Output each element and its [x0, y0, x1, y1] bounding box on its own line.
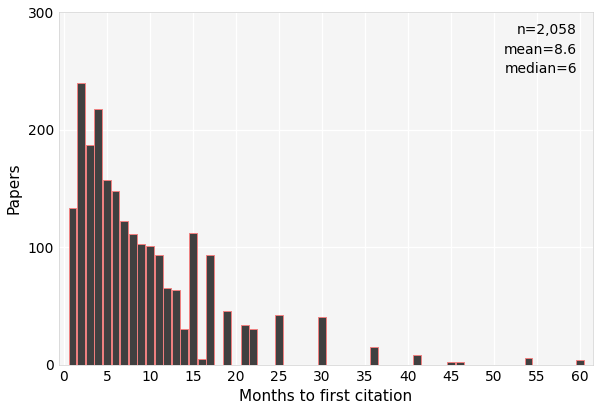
Bar [146, 246, 154, 365]
Bar [275, 315, 283, 365]
Bar [318, 316, 326, 365]
Bar [524, 358, 532, 365]
Bar [120, 222, 128, 365]
Bar [181, 330, 188, 365]
Y-axis label: Papers: Papers [7, 163, 22, 215]
Bar [68, 208, 76, 365]
Bar [155, 256, 163, 365]
Bar [103, 180, 111, 365]
Bar [163, 289, 171, 365]
Bar [370, 347, 377, 365]
Bar [447, 362, 455, 365]
Bar [172, 289, 180, 365]
Bar [137, 244, 145, 365]
Bar [456, 362, 464, 365]
Bar [241, 325, 248, 365]
Bar [413, 355, 421, 365]
Bar [249, 330, 257, 365]
X-axis label: Months to first citation: Months to first citation [239, 389, 412, 404]
Bar [197, 359, 206, 365]
Text: n=2,058
mean=8.6
median=6: n=2,058 mean=8.6 median=6 [504, 23, 577, 76]
Bar [94, 109, 102, 365]
Bar [129, 234, 137, 365]
Bar [112, 191, 119, 365]
Bar [576, 360, 584, 365]
Bar [189, 233, 197, 365]
Bar [77, 83, 85, 365]
Bar [223, 311, 232, 365]
Bar [86, 145, 94, 365]
Bar [206, 256, 214, 365]
